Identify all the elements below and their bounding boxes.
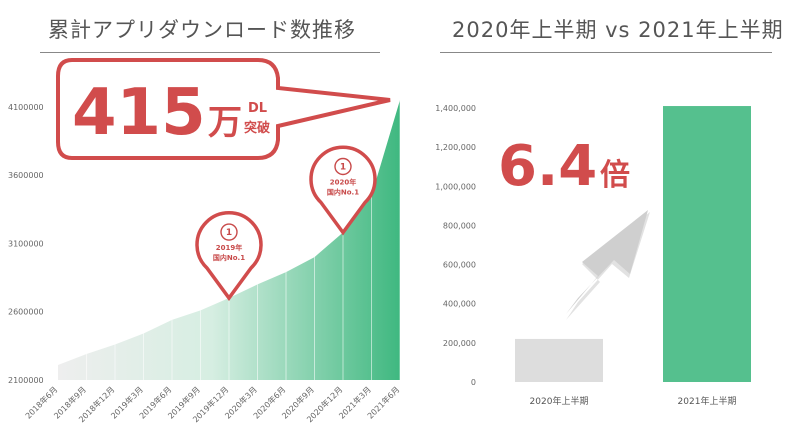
left-y-tick-label: 3100000 [8, 239, 44, 248]
left-title-underline [40, 52, 380, 53]
right-x-tick-label: 2021年上半期 [678, 395, 737, 407]
left-y-tick-label: 2100000 [8, 376, 44, 385]
right-y-tick-label: 1,200,000 [435, 143, 476, 152]
pin-label: 国内No.1 [327, 187, 359, 196]
svg-text:1: 1 [226, 228, 232, 238]
left-y-tick-label: 3600000 [8, 171, 44, 180]
callout-number: 415 [72, 76, 206, 150]
pin-shape [195, 211, 263, 302]
callout-unit: 万 [208, 103, 242, 143]
pin-label: 2019年 [216, 243, 242, 252]
right-y-tick-label: 1,000,000 [435, 182, 476, 191]
bar [663, 106, 751, 383]
right-y-tick-label: 200,000 [443, 339, 476, 348]
left-vertical-gridlines [86, 100, 401, 380]
right-chart-title: 2020年上半期 vs 2021年上半期 [452, 18, 784, 42]
right-x-tick-label: 2020年上半期 [530, 395, 589, 407]
right-y-tick-label: 1,400,000 [435, 104, 476, 113]
left-chart-title: 累計アプリダウンロード数推移 [48, 18, 356, 42]
right-y-axis: 0 200,000 400,000 600,000 800,000 1,000,000 1,… [435, 104, 476, 387]
medal-icon: 1 [334, 157, 352, 176]
ratio-unit: 倍 [600, 158, 630, 193]
growth-arrow-icon [566, 210, 650, 320]
svg-text:1: 1 [340, 162, 346, 172]
half-year-comparison-bar-chart: 0 200,000 400,000 600,000 800,000 1,000,000 1,… [435, 104, 751, 407]
ratio-number: 6.4 [498, 134, 597, 199]
bars [515, 106, 751, 383]
right-y-tick-label: 400,000 [443, 300, 476, 309]
pin-label: 国内No.1 [213, 253, 245, 262]
callout-suffix-bottom: 突破 [244, 120, 270, 136]
right-title-underline [440, 52, 772, 53]
pin-label: 2020年 [330, 177, 356, 186]
bar [515, 338, 603, 382]
left-y-tick-label: 4100000 [8, 103, 44, 112]
right-y-tick-label: 0 [471, 378, 476, 387]
pin-shape [309, 145, 377, 236]
right-y-tick-label: 800,000 [443, 221, 476, 230]
left-y-axis: 2100000 2600000 3100000 3600000 4100000 [8, 103, 44, 385]
callout-bubble [56, 58, 391, 160]
downloads-callout: 415 万 DL 突破 [56, 58, 391, 160]
right-y-tick-label: 600,000 [443, 261, 476, 270]
left-x-axis: 2018年6月2018年9月2018年12月2019年3月2019年6月2019… [23, 384, 401, 424]
medal-icon: 1 [220, 223, 238, 241]
callout-suffix-top: DL [248, 101, 267, 116]
right-x-axis: 2020年上半期 2021年上半期 [530, 395, 737, 407]
left-y-tick-label: 2600000 [8, 308, 44, 317]
cumulative-downloads-area-chart: 2100000 2600000 3100000 3600000 4100000 2018… [8, 58, 401, 424]
